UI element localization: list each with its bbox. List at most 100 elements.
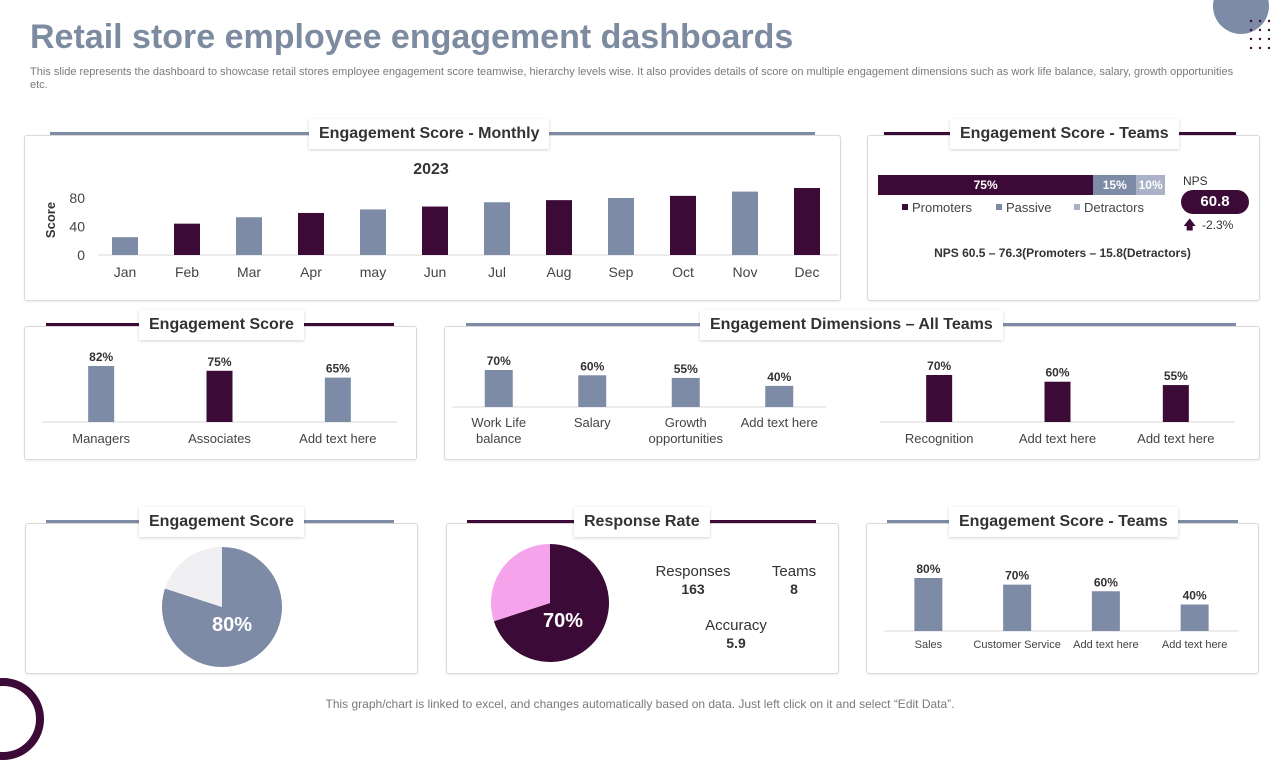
legend-label-passive: Passive [1006, 200, 1052, 215]
response-pie-slice [493, 544, 609, 662]
legend-label-detractors: Detractors [1084, 200, 1144, 215]
levels-data-label: 75% [207, 355, 231, 369]
score-pie-label: 80% [212, 614, 252, 636]
monthly-x-tick-label: Aug [547, 264, 572, 280]
dimensions-b-data-label: 60% [1045, 366, 1069, 380]
dimensions-b-bar [1162, 385, 1189, 422]
dimensions-a-category-label: balance [476, 431, 522, 446]
panel-teams-title: Engagement Score - Teams [950, 119, 1179, 149]
teams-bar-category-label: Add text here [1073, 639, 1138, 651]
dimensions-a-category-label: Salary [574, 415, 611, 430]
levels-data-label: 82% [89, 350, 113, 364]
teams-bar-data-label: 80% [916, 562, 940, 576]
stacked-segment-passive [1093, 175, 1137, 195]
response-pie-slice [491, 544, 550, 622]
monthly-x-tick-label: Sep [609, 264, 634, 280]
chart-dimensions-b: 70% Recognition 60% Add text here 55% Add tex… [880, 359, 1235, 446]
monthly-bar [794, 188, 820, 255]
decorative-ring-bottom-left [0, 678, 44, 760]
monthly-bar [732, 191, 758, 255]
monthly-bar [298, 212, 324, 255]
dimensions-a-bar [671, 377, 700, 407]
monthly-bar [112, 237, 138, 255]
monthly-y-tick-label: 80 [69, 190, 85, 206]
arrow-up-icon: 🡅 [1183, 217, 1197, 232]
monthly-x-tick-label: Oct [672, 264, 694, 280]
stacked-segment-label: 15% [1103, 178, 1127, 192]
monthly-bar [608, 198, 634, 255]
teams-bar-bar [914, 578, 943, 631]
panel-response-title: Response Rate [574, 507, 710, 537]
teams-bar-data-label: 60% [1094, 575, 1118, 589]
nps-formula: NPS 60.5 – 76.3(Promoters – 15.8(Detract… [934, 246, 1191, 260]
monthly-x-tick-label: Mar [237, 264, 261, 280]
teams-bar-category-label: Sales [915, 639, 943, 651]
dimensions-b-category-label: Add text here [1137, 431, 1214, 446]
monthly-bar [422, 206, 448, 255]
responses-label: Responses [655, 563, 731, 580]
dimensions-a-category-label: Add text here [741, 415, 818, 430]
monthly-bar [484, 202, 510, 255]
dimensions-a-category-label: Growth [665, 415, 707, 430]
dimensions-a-data-label: 60% [580, 359, 604, 373]
chart-score-pie: 80% [161, 547, 282, 667]
teams-bar-bar [1003, 584, 1032, 631]
monthly-bar [546, 200, 572, 255]
monthly-x-tick-label: Apr [300, 264, 322, 280]
stacked-segment-label: 10% [1139, 178, 1163, 192]
stacked-segment-promoters [878, 175, 1094, 195]
panel-score-levels-title: Engagement Score [139, 310, 304, 340]
panel-teams [867, 135, 1260, 301]
dimensions-a-bar [765, 385, 794, 407]
monthly-chart-title: 2023 [413, 161, 449, 178]
legend-label-promoters: Promoters [912, 200, 972, 215]
levels-bar [206, 370, 233, 422]
monthly-bar [236, 217, 262, 255]
panel-teams-bar-title: Engagement Score - Teams [949, 507, 1178, 537]
panel-dimensions-title: Engagement Dimensions – All Teams [700, 310, 1003, 340]
legend-swatch-detractors [1074, 204, 1080, 210]
chart-teams-bar: 80% Sales 70% Customer Service 60% Add text h… [884, 562, 1239, 651]
dimensions-a-category-label: opportunities [649, 431, 724, 446]
dimensions-b-data-label: 55% [1164, 369, 1188, 383]
levels-bar [88, 366, 115, 422]
monthly-x-tick-label: Jan [114, 264, 137, 280]
dimensions-a-bar [484, 370, 513, 407]
dimensions-b-category-label: Add text here [1019, 431, 1096, 446]
score-pie-slice [164, 547, 222, 607]
teams-bar-category-label: Customer Service [973, 639, 1060, 651]
panel-score-pie-title: Engagement Score [139, 507, 304, 537]
teams-bar-data-label: 70% [1005, 569, 1029, 583]
monthly-y-tick-label: 0 [77, 247, 85, 263]
chart-teams-stacked: 75% 15% 10% Promoters Passive Detractors [878, 175, 1165, 215]
dimensions-a-bar [578, 375, 607, 407]
teams-label: Teams [771, 563, 817, 580]
dimensions-a-data-label: 40% [767, 370, 791, 384]
footer-note: This graph/chart is linked to excel, and… [325, 697, 955, 711]
panel-monthly-title: Engagement Score - Monthly [309, 119, 550, 149]
dimensions-a-category-label: Work Life [471, 415, 526, 430]
accuracy-value: 5.9 [726, 635, 746, 651]
legend-swatch-promoters [902, 204, 908, 210]
monthly-bar [360, 209, 386, 255]
dimensions-a-data-label: 55% [674, 362, 698, 376]
page-title: Retail store employee engagement dashboa… [30, 18, 794, 56]
teams-bar-category-label: Add text here [1162, 639, 1227, 651]
monthly-y-tick-label: 40 [69, 219, 85, 235]
dimensions-b-bar [1044, 381, 1071, 422]
decorative-dot-grid [1249, 19, 1271, 50]
dimensions-b-bar [926, 375, 953, 422]
levels-category-label: Associates [188, 431, 251, 446]
chart-response-pie: 70% [491, 544, 609, 662]
nps-change: -2.3% [1202, 218, 1234, 232]
levels-data-label: 65% [326, 362, 350, 376]
page-subtitle: This slide represents the dashboard to s… [30, 66, 1234, 91]
chart-levels: 82% Managers 75% Associates 65% Add text here [42, 350, 397, 446]
monthly-x-tick-label: Dec [795, 264, 820, 280]
monthly-x-tick-label: Nov [733, 264, 758, 280]
dimensions-a-data-label: 70% [487, 354, 511, 368]
chart-monthly: 2023 Score 0 40 80 Jan Feb Mar Apr may Jun Jul Aug Se… [43, 161, 839, 280]
stacked-segment-detractors [1136, 175, 1165, 195]
stacked-segment-label: 75% [974, 178, 998, 192]
score-pie-slice [161, 547, 282, 667]
